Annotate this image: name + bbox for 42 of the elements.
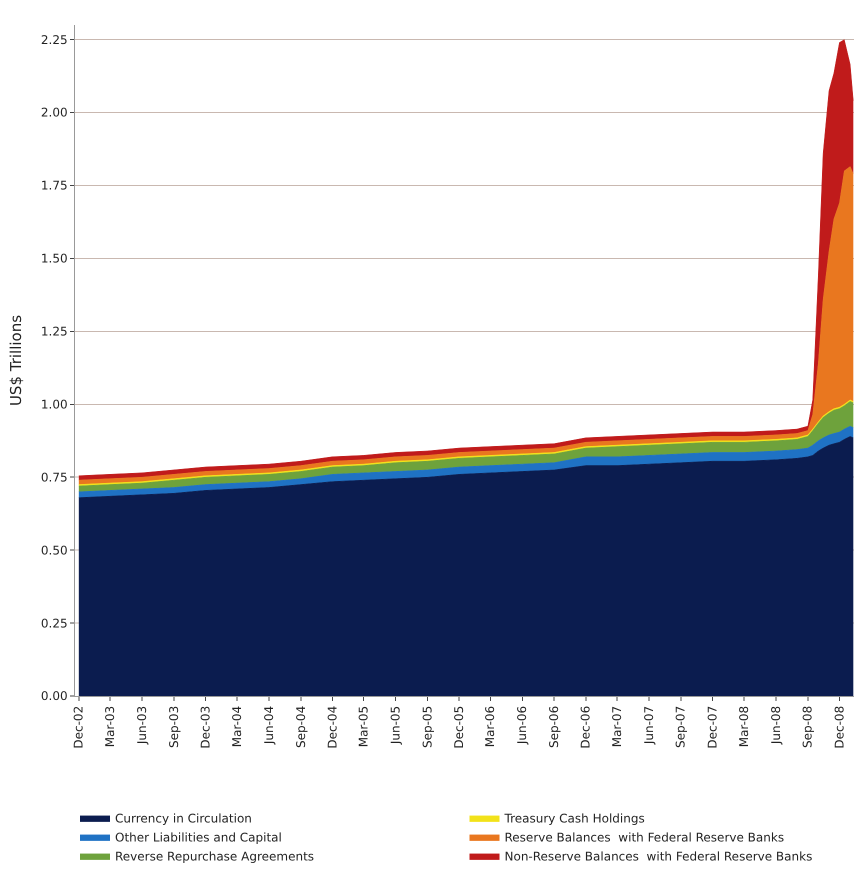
y-axis-title: US$ Trillions (7, 314, 26, 406)
x-tick-label: Sep-06 (547, 706, 562, 748)
y-tick-label: 0.00 (40, 689, 68, 704)
x-tick-label: Dec-08 (832, 706, 846, 749)
legend-label: Treasury Cash Holdings (504, 812, 645, 826)
x-tick-label: Mar-06 (483, 706, 498, 748)
x-tick-label: Dec-06 (578, 706, 593, 749)
x-tick-label: Dec-02 (72, 706, 86, 749)
y-tick-label: 1.25 (40, 324, 68, 339)
legend-label: Other Liabilities and Capital (115, 830, 282, 845)
x-tick-label: Jun-05 (388, 706, 403, 746)
x-tick-label: Sep-05 (420, 706, 434, 748)
y-tick-label: 1.50 (40, 252, 68, 266)
y-tick-label: 1.75 (40, 178, 68, 193)
legend-label: Reverse Repurchase Agreements (115, 850, 314, 864)
x-tick-label: Dec-07 (705, 706, 720, 749)
legend-label: Reserve Balances with Federal Reserve Banks (504, 830, 784, 845)
x-tick-label: Sep-03 (166, 706, 181, 748)
x-tick-label: Sep-07 (674, 706, 688, 748)
x-tick-label: Jun-08 (768, 706, 783, 746)
y-tick-label: 0.25 (40, 616, 68, 630)
x-tick-label: Jun-06 (515, 706, 530, 746)
x-tick-label: Dec-03 (198, 706, 212, 749)
x-tick-label: Jun-07 (642, 706, 656, 746)
x-tick-label: Jun-04 (262, 706, 276, 746)
x-tick-label: Sep-08 (800, 706, 815, 748)
x-tick-label: Jun-03 (134, 706, 149, 746)
x-tick-label: Mar-04 (230, 706, 244, 748)
x-tick-label: Mar-05 (356, 706, 371, 748)
x-tick-label: Sep-04 (294, 706, 308, 748)
x-tick-label: Dec-04 (325, 706, 340, 749)
x-tick-label: Mar-03 (102, 706, 117, 748)
legend-label: Non-Reserve Balances with Federal Reserve Banks (504, 850, 812, 864)
x-tick-label: Dec-05 (452, 706, 466, 749)
y-tick-label: 1.00 (40, 397, 68, 412)
y-tick-label: 2.00 (40, 106, 68, 120)
x-tick-label: Mar-07 (610, 706, 624, 748)
y-tick-label: 2.25 (40, 32, 68, 47)
y-tick-label: 0.75 (40, 470, 68, 484)
x-tick-label: Mar-08 (736, 706, 751, 748)
y-tick-label: 0.50 (40, 543, 68, 558)
legend-label: Currency in Circulation (115, 812, 252, 826)
